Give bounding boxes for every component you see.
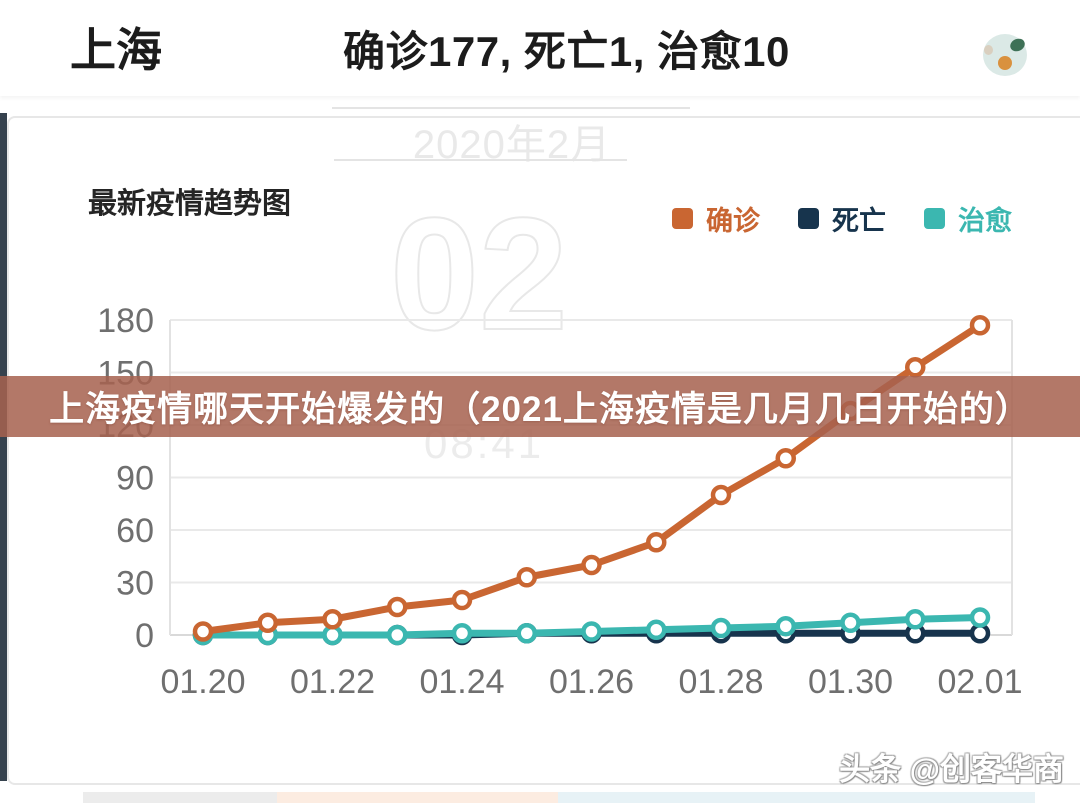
y-tick-label: 90 [116, 460, 154, 498]
confirmed-swatch-icon [672, 208, 693, 229]
y-tick-label: 0 [135, 617, 154, 655]
data-point-确诊 [710, 484, 732, 506]
data-point-确诊 [646, 532, 667, 553]
data-point-确诊 [516, 567, 537, 588]
data-point-确诊 [322, 609, 343, 630]
header: 上海 确诊177, 死亡1, 治愈10 [0, 0, 1080, 96]
app-icon[interactable] [983, 34, 1027, 76]
city-label: 上海 [70, 24, 162, 76]
data-point-治愈 [710, 617, 732, 639]
data-point-治愈 [451, 623, 473, 644]
data-point-确诊 [257, 612, 278, 633]
bottom-strip-gray [83, 792, 277, 803]
data-point-治愈 [775, 616, 796, 637]
data-point-确诊 [451, 589, 473, 611]
legend-label-death: 死亡 [832, 206, 886, 236]
chart-card [7, 116, 1080, 785]
legend-item-confirmed[interactable]: 确诊 [672, 199, 760, 238]
legend-label-confirmed: 确诊 [706, 206, 760, 236]
data-point-治愈 [969, 607, 991, 628]
credit-watermark: 头条 @创客华商 [839, 752, 1064, 787]
cured-swatch-icon [924, 208, 945, 229]
y-tick-label: 30 [116, 565, 154, 603]
icon-green-blob [1008, 36, 1027, 54]
x-tick-label: 01.28 [678, 663, 763, 701]
left-edge-strip [0, 113, 7, 781]
data-point-治愈 [581, 621, 602, 642]
bottom-strip-peach [277, 792, 558, 803]
y-tick-label: 60 [116, 512, 154, 550]
data-point-确诊 [192, 621, 214, 642]
data-point-治愈 [905, 609, 926, 630]
legend-item-death[interactable]: 死亡 [798, 199, 886, 238]
data-point-治愈 [840, 612, 861, 633]
x-tick-label: 01.30 [808, 663, 893, 701]
icon-beige-blob [984, 45, 993, 55]
data-point-确诊 [775, 448, 796, 469]
x-tick-label: 01.22 [290, 663, 375, 701]
data-point-治愈 [646, 619, 667, 640]
data-point-确诊 [969, 315, 991, 336]
watermark-line-top [332, 107, 690, 109]
title-banner: 上海疫情哪天开始爆发的（2021上海疫情是几月几日开始的） [0, 376, 1080, 437]
data-point-治愈 [387, 624, 408, 646]
legend-label-cured: 治愈 [958, 206, 1012, 236]
watermark-line-bottom [334, 159, 627, 161]
chart-legend: 确诊 死亡 治愈 [672, 199, 1012, 238]
y-tick-label: 180 [97, 302, 154, 340]
death-swatch-icon [798, 208, 819, 229]
data-point-治愈 [516, 623, 537, 644]
data-point-确诊 [387, 596, 408, 618]
chart-title: 最新疫情趋势图 [88, 188, 292, 220]
banner-text: 上海疫情哪天开始爆发的（2021上海疫情是几月几日开始的） [49, 390, 1031, 429]
data-point-确诊 [581, 554, 602, 576]
bottom-strip-blue [558, 792, 1035, 803]
data-point-确诊 [905, 357, 926, 378]
x-tick-label: 01.26 [549, 663, 634, 701]
x-tick-label: 01.20 [160, 663, 245, 701]
x-tick-label: 02.01 [937, 663, 1022, 701]
x-tick-label: 01.24 [419, 663, 504, 701]
icon-orange-blob [998, 56, 1012, 70]
watermark-day: 02 [389, 183, 569, 364]
legend-item-cured[interactable]: 治愈 [924, 199, 1012, 238]
header-stats: 确诊177, 死亡1, 治愈10 [343, 28, 790, 75]
